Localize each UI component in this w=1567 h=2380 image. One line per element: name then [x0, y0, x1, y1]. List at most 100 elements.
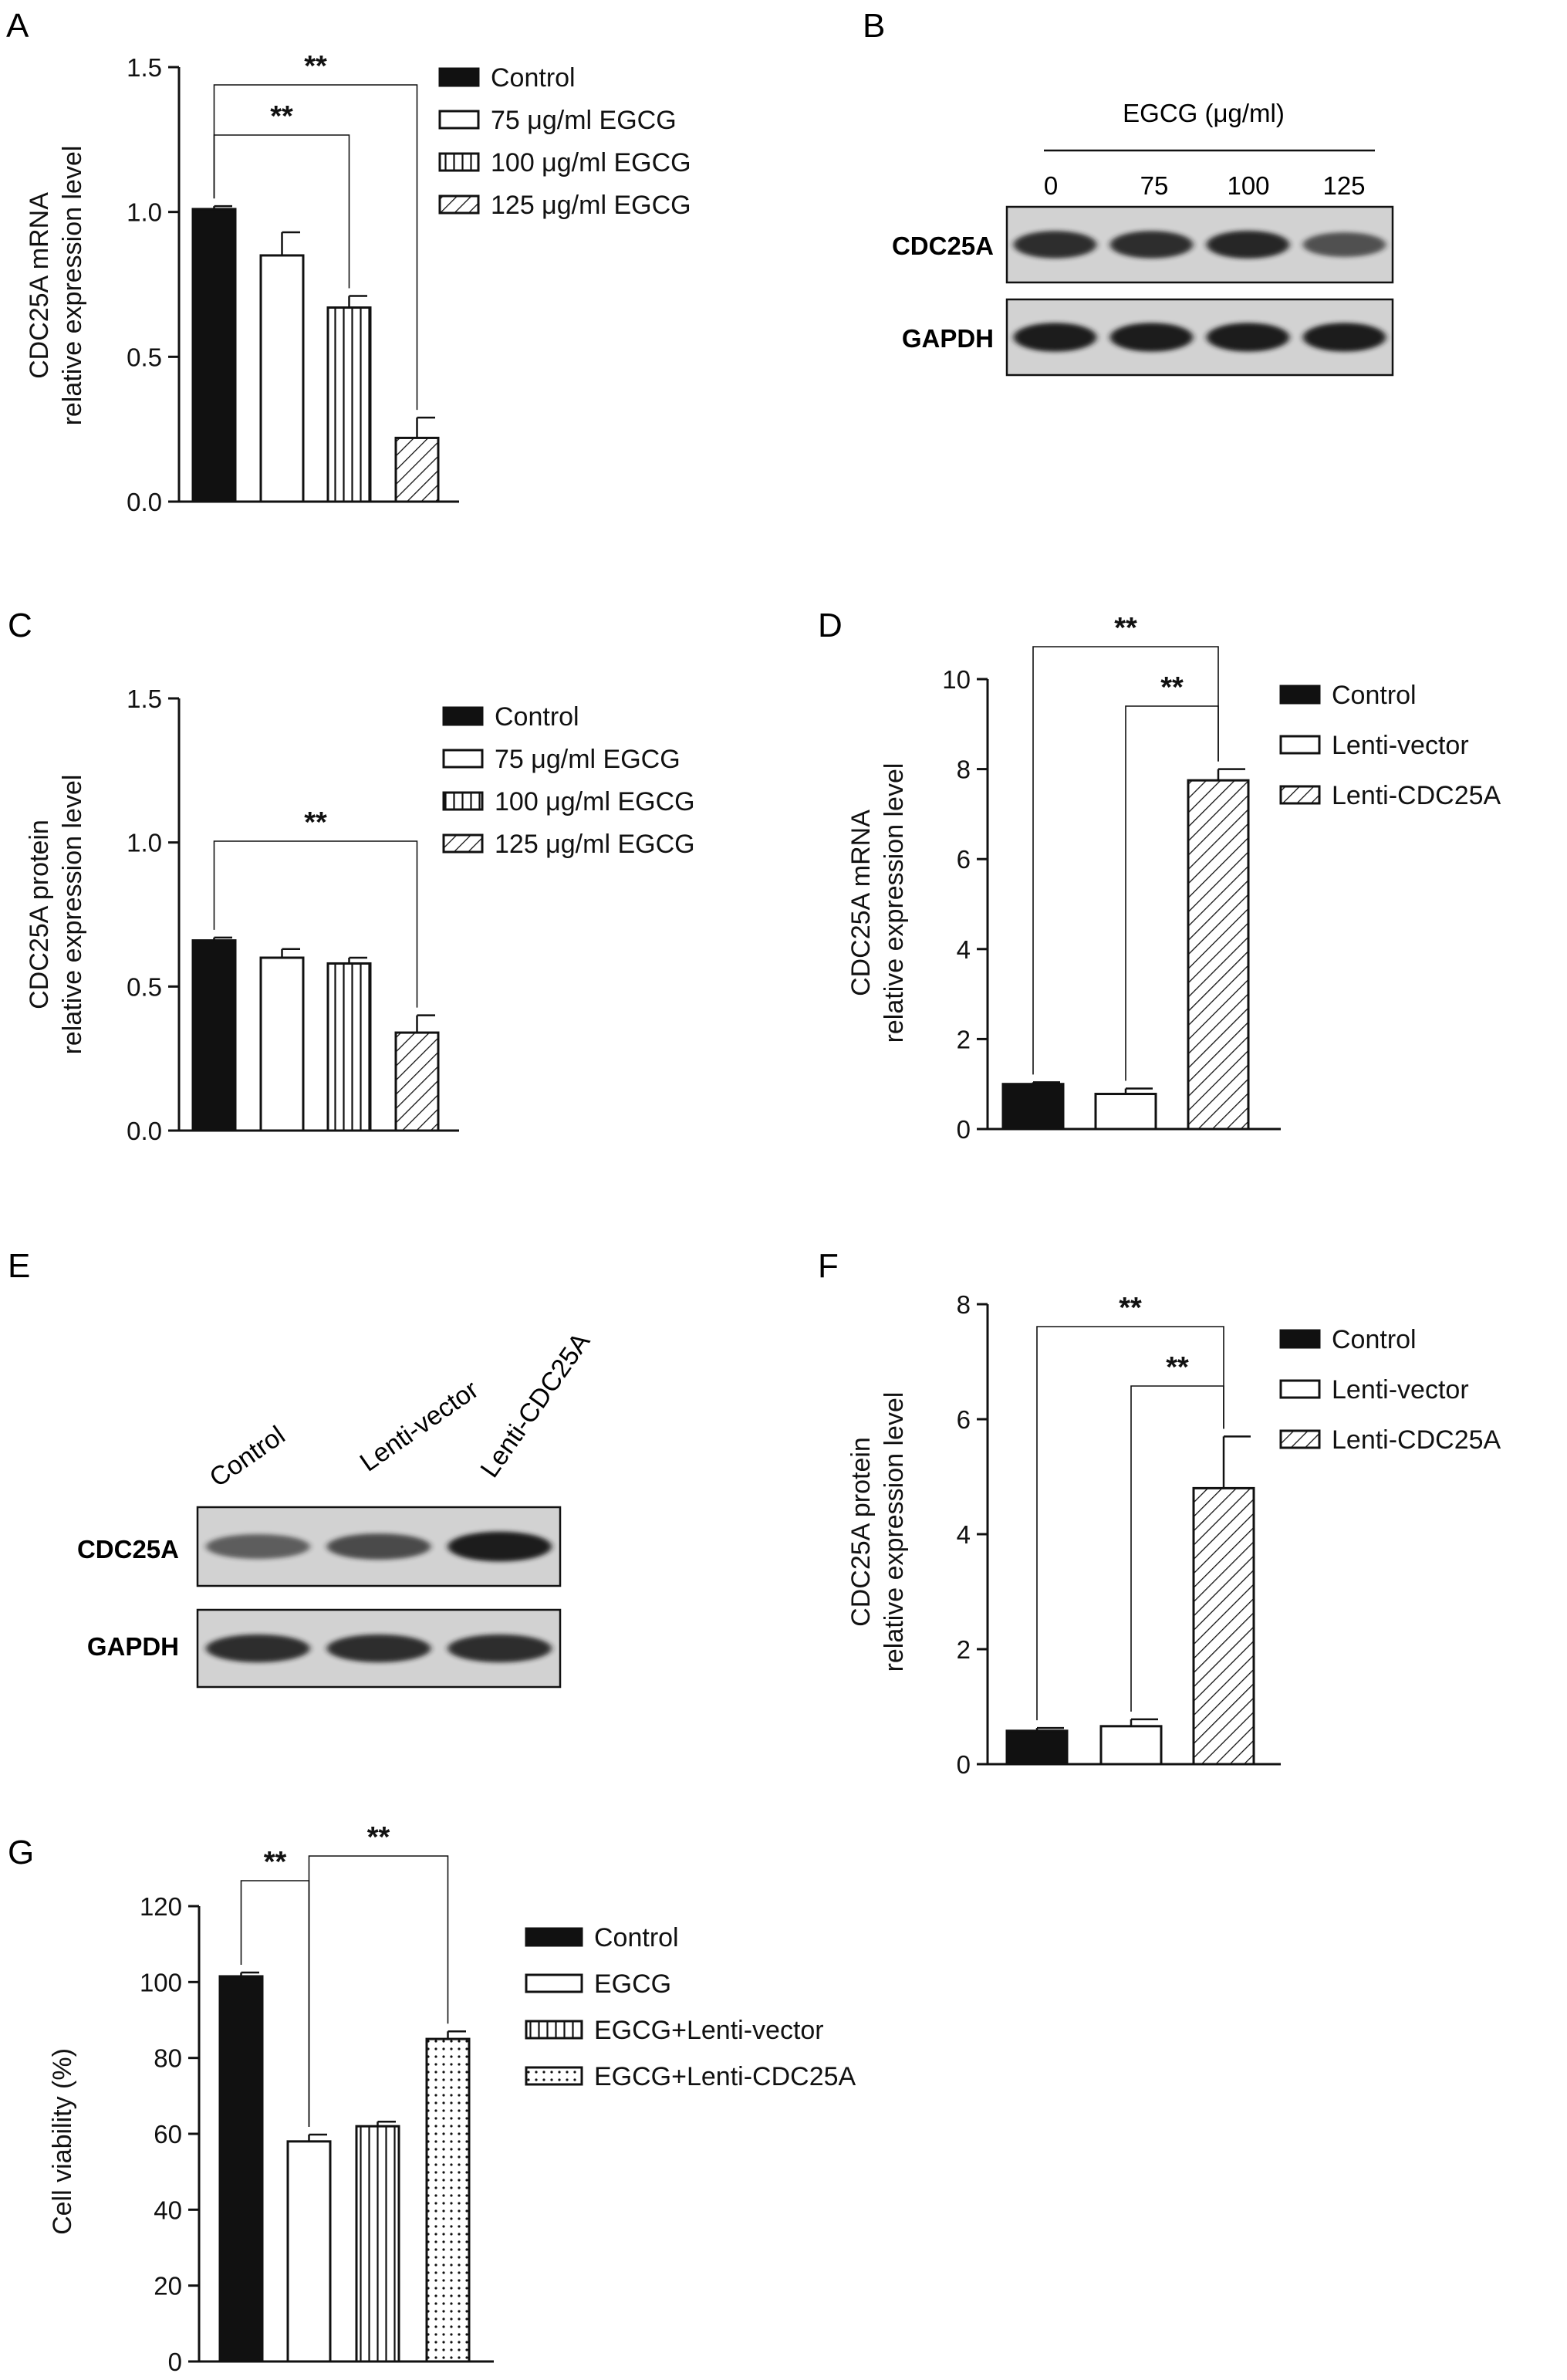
significance-bracket	[1036, 1326, 1224, 1721]
legend-label: Control	[491, 63, 576, 93]
y-tick-label: 0	[957, 1750, 971, 1779]
bar	[1192, 1486, 1255, 1766]
panel-letter-g: G	[8, 1834, 34, 1871]
panel-letter-c: C	[8, 607, 32, 644]
y-tick-label: 1.0	[127, 829, 162, 857]
significance-label: **	[304, 806, 327, 839]
significance-label: **	[304, 50, 327, 83]
blot-band	[326, 1634, 431, 1663]
legend-label: 125 μg/ml EGCG	[495, 830, 695, 859]
blot-b-row-label: GAPDH	[902, 324, 994, 353]
bar	[326, 306, 372, 503]
y-axis-label: CDC25A protein	[846, 1437, 876, 1627]
blot-band	[326, 1533, 431, 1560]
legend-swatch	[1279, 1429, 1321, 1449]
legend-label: Control	[1332, 681, 1417, 710]
blot-band	[1013, 231, 1097, 259]
blot-e-lane-label: Control	[204, 1421, 291, 1493]
y-tick-label: 120	[140, 1892, 182, 1921]
legend-label: 125 μg/ml EGCG	[491, 191, 691, 220]
blot-b-header: EGCG (μg/ml)	[1123, 99, 1285, 127]
chart-panel-d: 0 2 4 6 8 10 CDC25A mRNA relative expression le…	[846, 612, 1501, 1144]
y-tick-label: 0.5	[127, 343, 162, 371]
blot-e-row-label: GAPDH	[87, 1632, 179, 1661]
legend-label: Lenti-vector	[1332, 1375, 1469, 1405]
blot-e-lane-label: Lenti-vector	[355, 1375, 484, 1478]
blot-b-lane-label: 75	[1140, 171, 1169, 200]
blot-b-strip-gapdh	[1005, 298, 1394, 377]
panel-letter-b: B	[863, 7, 885, 45]
significance-label: **	[367, 1821, 390, 1854]
blot-band	[447, 1531, 552, 1562]
blot-band	[1013, 323, 1097, 352]
legend-swatch	[525, 1973, 583, 1993]
legend-swatch	[438, 194, 480, 215]
blot-e-strip-cdc25a	[196, 1506, 562, 1587]
bar	[218, 1975, 264, 2363]
blot-band	[447, 1634, 552, 1663]
significance-bracket	[213, 840, 418, 1008]
panel-letter-d: D	[818, 607, 843, 644]
significance-bracket	[213, 84, 418, 411]
bar	[1099, 1725, 1163, 1766]
significance-label: **	[270, 100, 293, 133]
chart-panel-c: 0.0 0.5 1.0 1.5 CDC25A protein relative expre…	[25, 685, 695, 1145]
chart-panel-a: 0.0 0.5 1.0 1.5 CDC25A mRNA relative expressi…	[25, 50, 691, 516]
legend-swatch	[525, 2020, 583, 2040]
y-tick-label: 60	[154, 2120, 182, 2148]
y-tick-label: 1.0	[127, 198, 162, 227]
blot-band	[1302, 232, 1386, 257]
legend-label: 75 μg/ml EGCG	[495, 745, 680, 774]
legend-swatch	[438, 152, 480, 172]
bar	[355, 2125, 400, 2363]
panel-letter-e: E	[8, 1247, 30, 1285]
legend-swatch	[1279, 1379, 1321, 1399]
legend-label: EGCG	[594, 1969, 671, 1999]
y-axis-label: CDC25A mRNA	[846, 810, 876, 996]
blot-b-lane-label: 0	[1044, 171, 1058, 200]
y-axis-label: CDC25A protein	[25, 820, 54, 1009]
legend-label: 75 μg/ml EGCG	[491, 106, 677, 135]
y-tick-label: 0	[168, 2348, 182, 2376]
bar	[394, 436, 440, 503]
blot-band	[1109, 323, 1194, 352]
y-tick-label: 4	[957, 935, 971, 964]
legend-label: Lenti-CDC25A	[1332, 781, 1501, 810]
bar	[326, 962, 372, 1132]
blot-band	[1206, 230, 1290, 259]
y-tick-label: 6	[957, 1405, 971, 1434]
bar	[259, 254, 305, 503]
blot-b-row-label: CDC25A	[892, 232, 994, 260]
legend-swatch	[442, 791, 484, 811]
bar	[191, 939, 237, 1132]
bar	[1187, 779, 1250, 1131]
legend-label: Control	[495, 702, 579, 732]
y-axis-label: relative expression level	[58, 775, 87, 1055]
legend-swatch	[525, 2066, 583, 2086]
significance-label: **	[1166, 1351, 1189, 1384]
y-tick-label: 0.0	[127, 488, 162, 516]
y-tick-label: 8	[957, 756, 971, 784]
blot-band	[205, 1533, 310, 1560]
blot-panel-b: EGCG (μg/ml) 0 75 100 125 CDC25A GAPDH	[892, 99, 1394, 377]
significance-label: **	[264, 1846, 287, 1878]
bar	[191, 208, 237, 503]
legend-swatch	[442, 749, 484, 769]
y-tick-label: 80	[154, 2044, 182, 2073]
y-axis-label: CDC25A mRNA	[25, 192, 54, 379]
legend-swatch	[1279, 1329, 1321, 1349]
y-tick-label: 1.5	[127, 53, 162, 82]
blot-band	[1109, 231, 1194, 259]
bar	[1094, 1093, 1157, 1131]
chart-panel-g: 0 20 40 60 80 100 120 Cell viability (%) ** ** Con…	[48, 1821, 856, 2376]
legend-label: Lenti-vector	[1332, 731, 1469, 760]
y-tick-label: 2	[957, 1025, 971, 1053]
panel-letter-f: F	[818, 1247, 839, 1285]
significance-bracket	[308, 1855, 449, 2127]
blot-b-strip-cdc25a	[1005, 205, 1394, 284]
blot-panel-e: Control Lenti-vector Lenti-CDC25A CDC25A…	[77, 1327, 596, 1689]
y-tick-label: 0	[957, 1115, 971, 1144]
panel-letter-a: A	[6, 7, 29, 45]
y-axis-label: relative expression level	[58, 146, 87, 426]
blot-band	[1206, 323, 1290, 352]
